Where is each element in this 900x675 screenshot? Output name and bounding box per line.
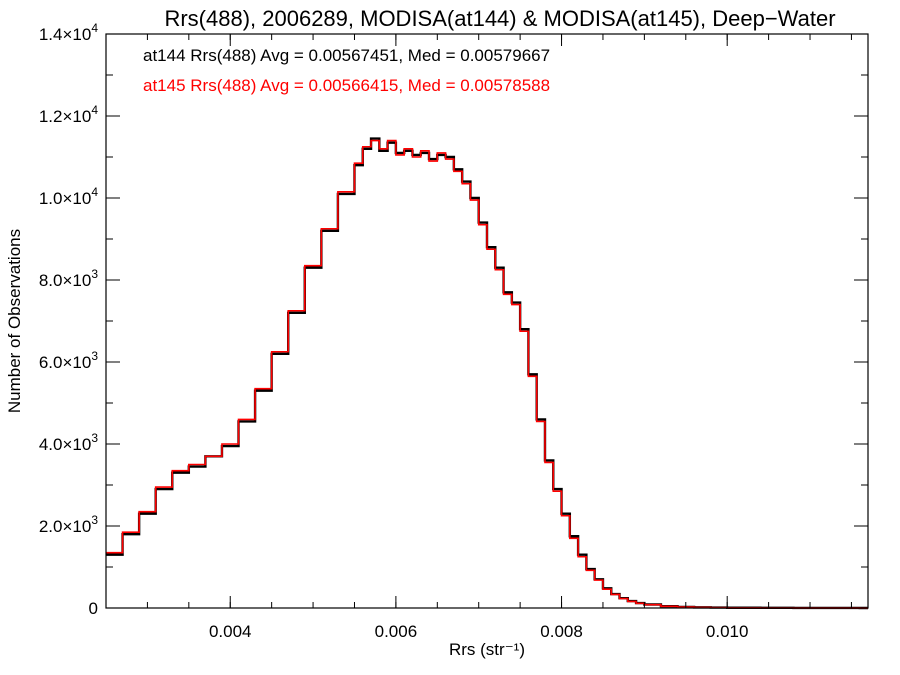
annotation-at144: at144 Rrs(488) Avg = 0.00567451, Med = 0… [143,46,550,65]
y-tick-label: 1.4×104 [39,21,98,44]
series-layer [106,137,868,610]
y-axis: 0 2.0×103 4.0×103 6.0×103 8.0×103 1.0×104 1.2×… [39,21,868,618]
x-tick-label: 0.008 [540,622,583,641]
y-tick-label: 1.0×104 [39,185,98,208]
x-axis-label: Rrs (str⁻¹) [449,640,525,659]
y-tick-label: 0 [89,599,98,618]
x-axis: 0.004 0.006 0.008 0.010 [105,34,852,641]
y-tick-label: 6.0×103 [39,349,98,372]
x-tick-label: 0.006 [375,622,418,641]
y-axis-label: Number of Observations [5,229,24,413]
x-tick-label: 0.004 [209,622,252,641]
y-tick-label: 1.2×104 [39,103,98,126]
y-tick-label: 4.0×103 [39,431,98,454]
x-tick-label: 0.010 [706,622,749,641]
annotation-at145: at145 Rrs(488) Avg = 0.00566415, Med = 0… [143,76,550,95]
series-line-1 [106,139,868,609]
series-line-0 [106,137,868,610]
plot-frame [105,33,869,609]
chart-title: Rrs(488), 2006289, MODISA(at144) & MODIS… [164,6,835,31]
y-tick-label: 2.0×103 [39,513,98,536]
y-tick-label: 8.0×103 [39,267,98,290]
